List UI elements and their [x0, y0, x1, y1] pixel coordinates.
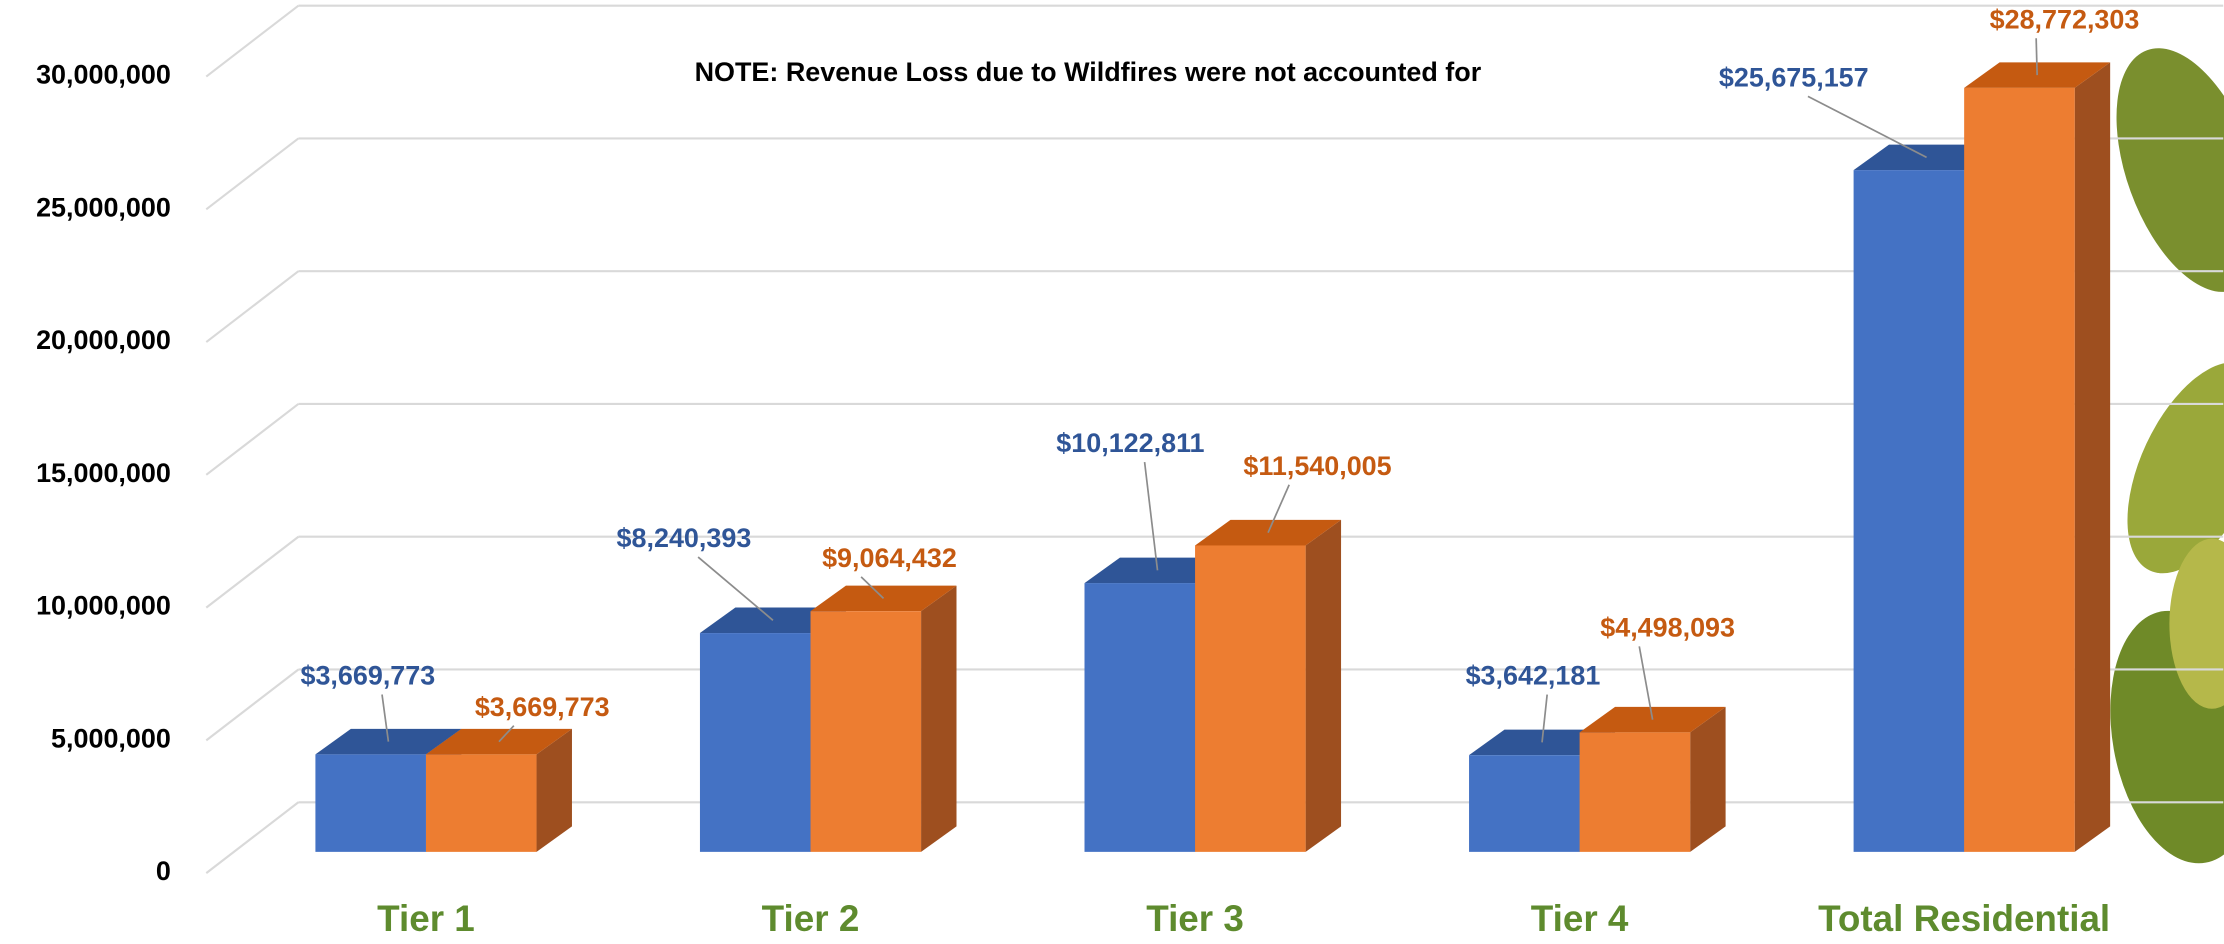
leader-line — [1145, 462, 1158, 570]
grid-diagonal — [206, 271, 298, 342]
y-tick-label: 0 — [156, 856, 171, 886]
y-tick-label: 10,000,000 — [36, 591, 171, 621]
bar-front — [1964, 88, 2075, 852]
grid-diagonal — [206, 138, 298, 209]
value-label: $25,675,157 — [1719, 62, 1869, 92]
bar-side — [921, 586, 956, 852]
leader-line — [1808, 96, 1927, 157]
chart: 0 5,000,000 10,000,000 15,000,000 20,000,000… — [0, 0, 2224, 944]
x-tick-label: Tier 4 — [1531, 898, 1629, 939]
y-tick-label: 30,000,000 — [36, 60, 171, 90]
value-label: $3,669,773 — [300, 661, 435, 691]
annotation: NOTE: Revenue Loss due to Wildfires were… — [695, 57, 1482, 87]
bar-front — [1854, 170, 1965, 852]
value-label: $3,642,181 — [1466, 661, 1601, 691]
bar — [1580, 707, 1726, 852]
value-label: $8,240,393 — [617, 523, 752, 553]
bar-front — [1469, 755, 1580, 852]
y-tick-label: 20,000,000 — [36, 325, 171, 355]
x-tick-label: Tier 1 — [377, 898, 475, 939]
bar-front — [811, 611, 922, 852]
bar-front — [1085, 583, 1196, 852]
bar — [1195, 520, 1341, 852]
x-tick-label: Total Residential — [1818, 898, 2110, 939]
bar-front — [315, 754, 426, 851]
value-label: $11,540,005 — [1243, 451, 1391, 481]
grid-diagonal — [206, 669, 298, 740]
y-tick-label: 15,000,000 — [36, 458, 171, 488]
bar — [811, 586, 957, 852]
y-tick-label: 25,000,000 — [36, 192, 171, 222]
bar-side — [2075, 62, 2110, 852]
bar-front — [1195, 545, 1306, 851]
grid-diagonal — [206, 802, 298, 873]
leader-line — [2036, 38, 2037, 75]
grid-diagonal — [206, 404, 298, 475]
value-label: $10,122,811 — [1056, 428, 1204, 458]
x-tick-label: Tier 2 — [762, 898, 860, 939]
grid-diagonal — [206, 6, 298, 77]
bar — [1964, 62, 2110, 852]
bar-side — [1306, 520, 1341, 852]
bar-front — [426, 754, 537, 851]
value-label: $9,064,432 — [822, 543, 957, 573]
grid-diagonal — [206, 537, 298, 608]
bar-front — [1580, 732, 1691, 851]
y-tick-label: 5,000,000 — [51, 723, 171, 753]
value-label: $3,669,773 — [475, 692, 610, 722]
bar — [426, 729, 572, 852]
x-tick-label: Tier 3 — [1146, 898, 1244, 939]
bar-front — [700, 633, 811, 852]
value-label: $4,498,093 — [1600, 612, 1735, 642]
bar-side — [1690, 707, 1725, 852]
value-label: $28,772,303 — [1990, 4, 2140, 34]
